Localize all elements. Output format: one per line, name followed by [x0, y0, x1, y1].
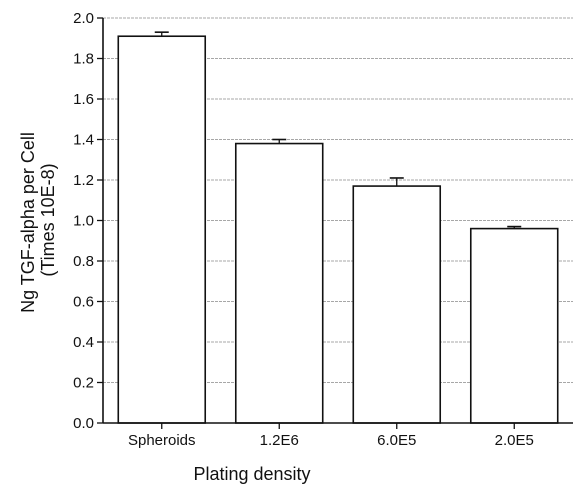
x-tick-label: 6.0E5 — [377, 432, 416, 449]
y-tick-label: 1.4 — [73, 132, 94, 149]
y-axis-title-line-1: Ng TGF-alpha per Cell — [18, 132, 38, 313]
y-tick-label: 0.8 — [73, 253, 94, 270]
y-tick-label: 2.0 — [73, 10, 94, 27]
x-axis-title: Plating density — [193, 464, 310, 484]
y-tick-label: 0.6 — [73, 294, 94, 311]
x-tick-label: 2.0E5 — [495, 432, 534, 449]
y-tick-label: 1.8 — [73, 51, 94, 68]
bar-1.2E6 — [234, 142, 324, 424]
bar-Spheroids — [117, 35, 207, 424]
x-tick-label: 1.2E6 — [260, 432, 299, 449]
y-axis-title-line-2: (Times 10E-8) — [38, 163, 58, 276]
y-tick-label: 0.2 — [73, 375, 94, 392]
bar-2.0E5 — [469, 227, 559, 424]
y-tick-label: 0.4 — [73, 334, 94, 351]
bar-6.0E5 — [352, 185, 442, 424]
y-tick-label: 1.0 — [73, 213, 94, 230]
y-tick-label: 0.0 — [73, 415, 94, 432]
y-tick-label: 1.2 — [73, 172, 94, 189]
bars — [117, 31, 559, 424]
x-ticks: Spheroids 1.2E6 6.0E5 2.0E5 — [128, 423, 534, 449]
y-tick-label: 1.6 — [73, 91, 94, 108]
x-tick-label: Spheroids — [128, 432, 196, 449]
y-ticks: 0.0 0.2 0.4 0.6 0.8 1.0 1.2 1.4 1.6 1.8 2.0 — [73, 10, 103, 432]
y-axis-title: Ng TGF-alpha per Cell (Times 10E-8) — [18, 127, 58, 313]
